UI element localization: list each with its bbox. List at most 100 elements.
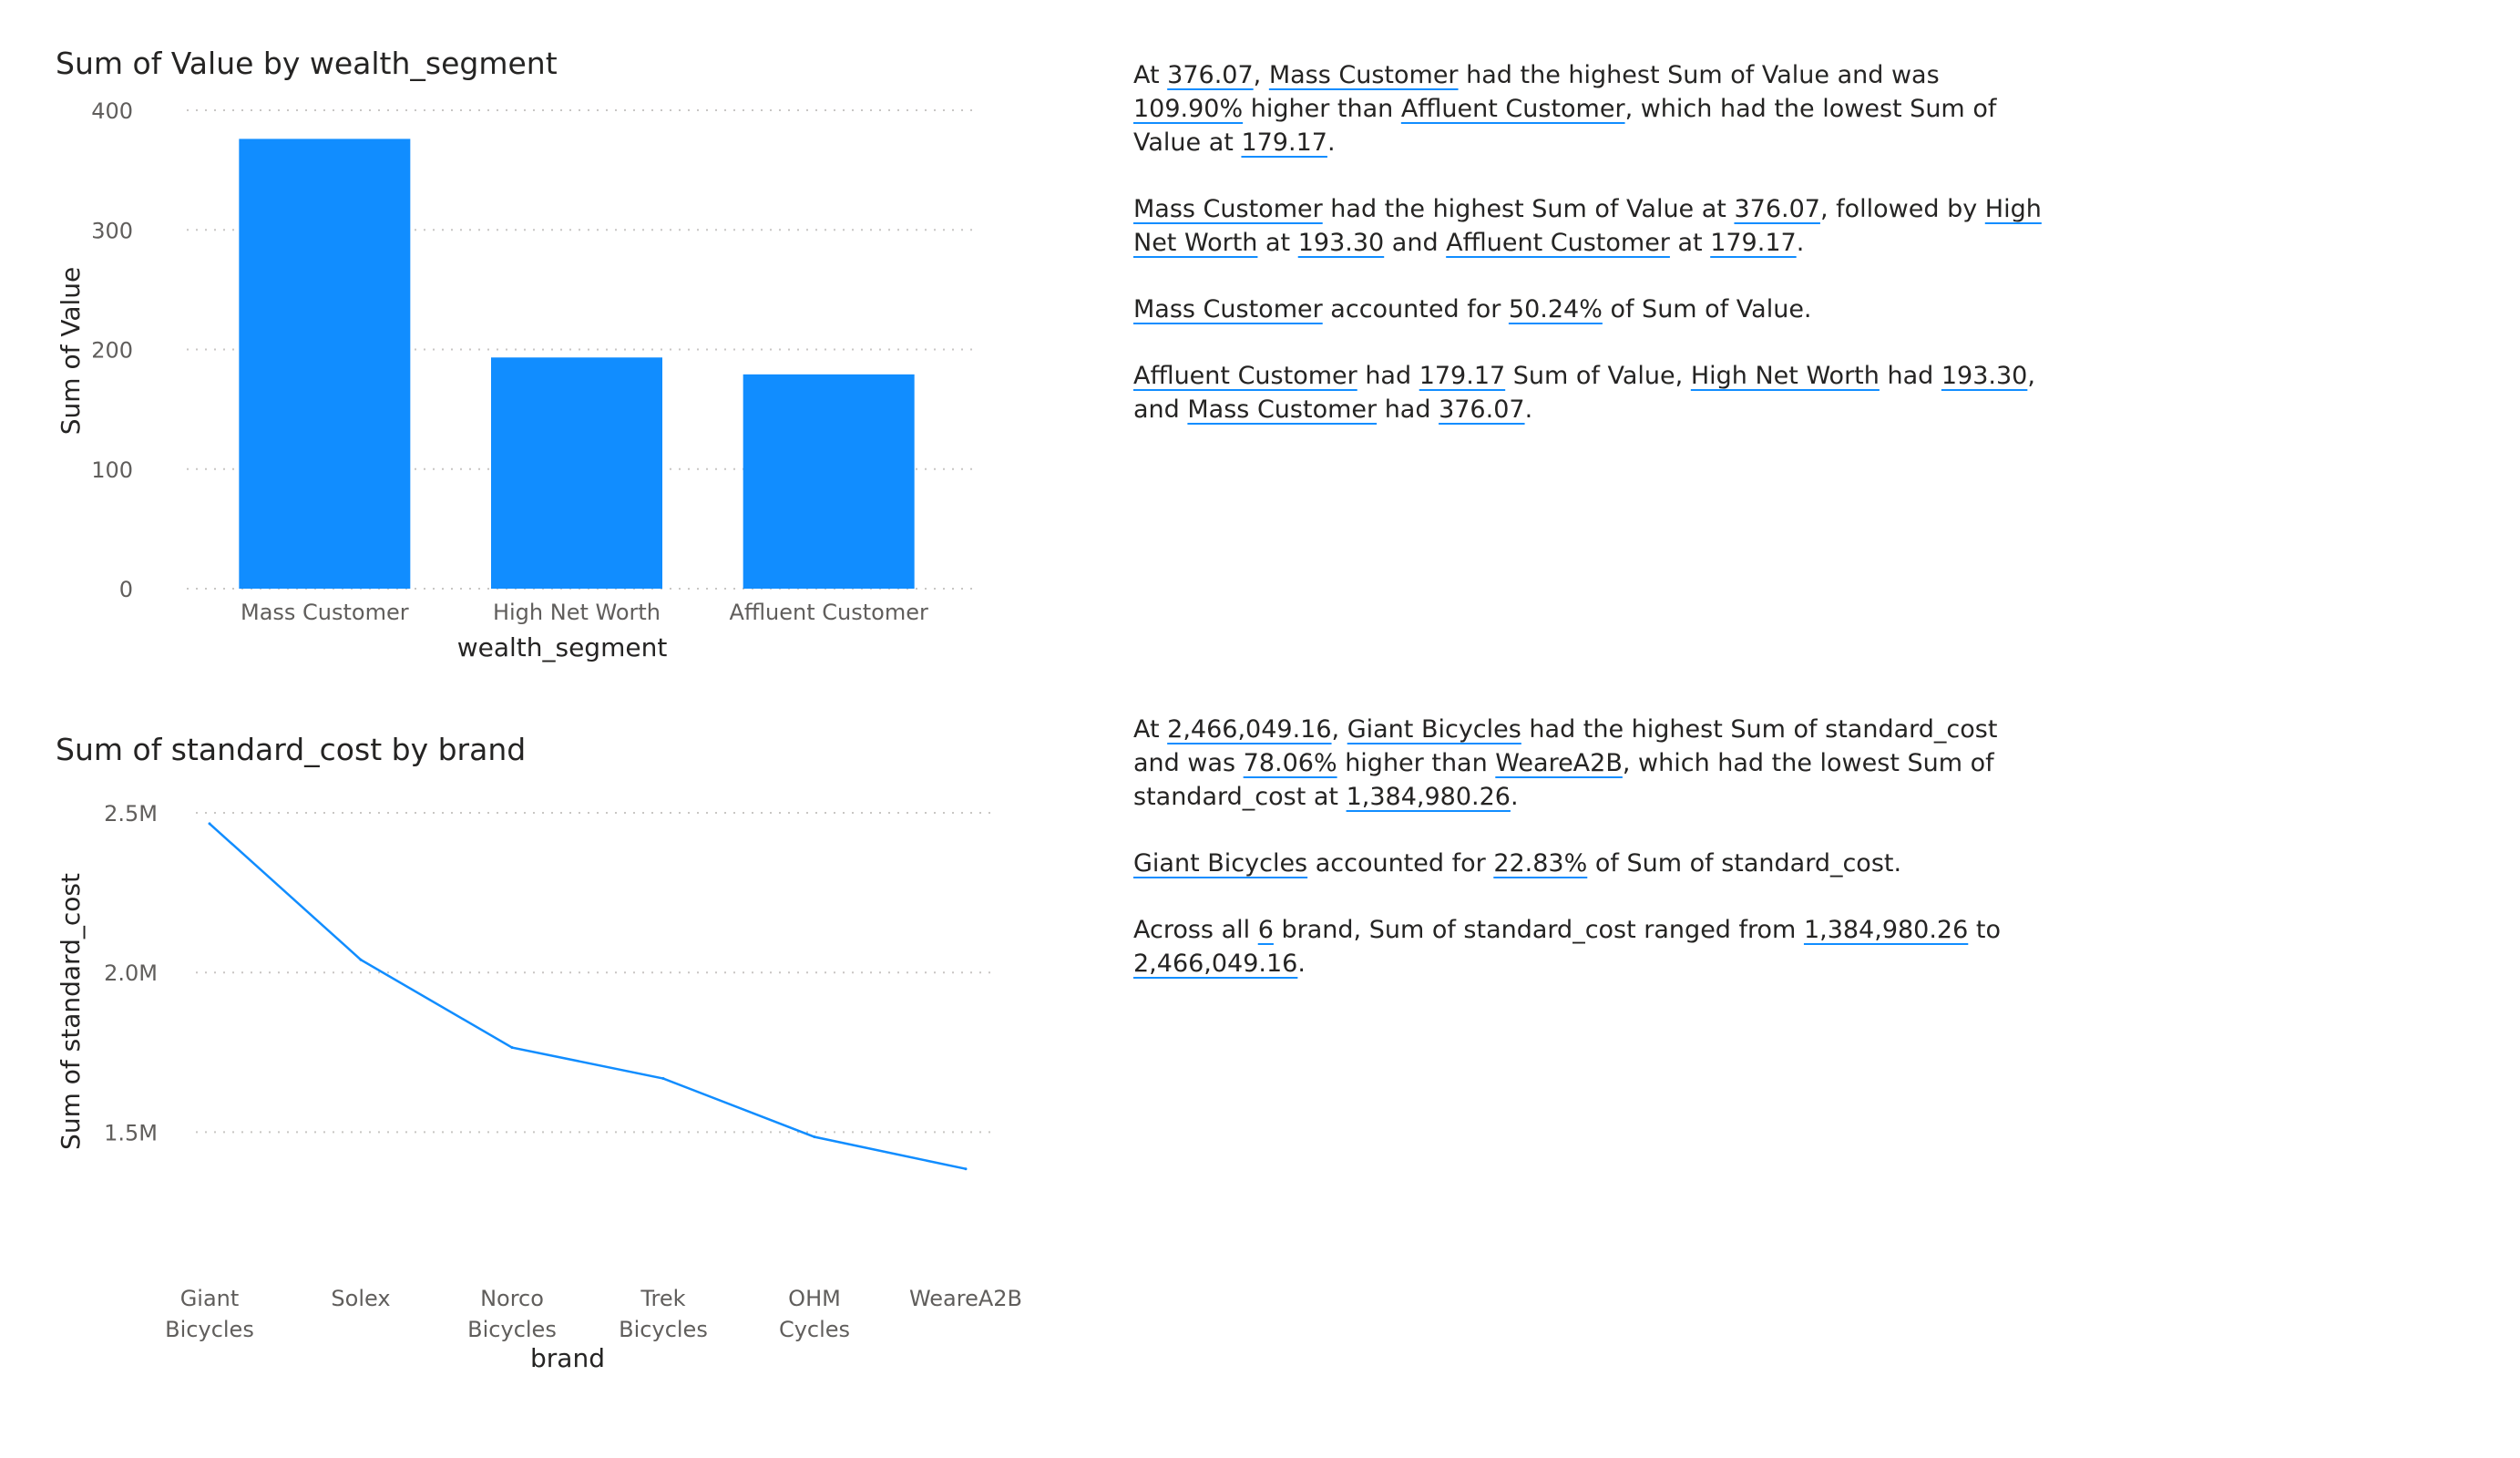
x-tick-label: Mass Customer: [241, 600, 409, 625]
line-point: [964, 1167, 968, 1171]
x-tick-label: High Net Worth: [493, 600, 661, 625]
narrative-text: of Sum of Value.: [1602, 295, 1812, 323]
narrative-text: , and: [1133, 362, 2035, 424]
line-chart-visual[interactable]: Sum of standard_cost by brand 1.5M 2.0M 2.…: [36, 724, 1048, 1417]
line-chart-svg: 1.5M 2.0M 2.5M Giant Bicycles Solex Norco Bicyc…: [56, 801, 1022, 1373]
narrative-text: , which had the lowest Sum of standard_c…: [1133, 749, 1994, 811]
narrative-text: and: [1384, 229, 1447, 257]
narrative-highlight-link[interactable]: Giant Bicycles: [1133, 849, 1308, 878]
narrative-highlight-link[interactable]: 50.24%: [1508, 295, 1603, 323]
narrative-text: Across all: [1133, 916, 1258, 944]
narrative-highlight-link[interactable]: 1,384,980.26: [1346, 783, 1511, 811]
line-point: [510, 1046, 514, 1050]
x-tick-label: OHM Cycles: [779, 1286, 850, 1342]
narrative-highlight-link[interactable]: 376.07: [1439, 395, 1525, 424]
line-point: [661, 1077, 665, 1081]
x-tick-label: Trek Bicycles: [619, 1286, 708, 1342]
y-tick-label: 400: [91, 98, 133, 124]
x-tick-label: Solex: [331, 1286, 390, 1311]
narrative-paragraph: Affluent Customer had 179.17 Sum of Valu…: [1133, 359, 2044, 426]
x-tick-label: Affluent Customer: [729, 600, 928, 625]
narrative-text: at: [1669, 229, 1711, 257]
narrative-highlight-link[interactable]: 22.83%: [1493, 849, 1588, 878]
narrative-text: Sum of Value,: [1505, 362, 1691, 390]
narrative-text: had: [1357, 362, 1419, 390]
y-axis-title: Sum of Value: [56, 267, 86, 435]
y-tick-label: 300: [91, 218, 133, 243]
narrative-highlight-link[interactable]: WeareA2B: [1495, 749, 1623, 777]
narrative-highlight-link[interactable]: Affluent Customer: [1133, 362, 1357, 390]
narrative-highlight-link[interactable]: 1,384,980.26: [1803, 916, 1969, 944]
narrative-highlight-link[interactable]: 179.17: [1241, 128, 1327, 157]
bar: [491, 357, 662, 589]
narrative-text: higher than: [1243, 95, 1401, 123]
narrative-text: accounted for: [1322, 295, 1509, 323]
narrative-paragraph: Mass Customer had the highest Sum of Val…: [1133, 192, 2044, 260]
y-tick-label: 200: [91, 338, 133, 364]
bar: [743, 374, 915, 589]
narrative-highlight-link[interactable]: 179.17: [1710, 229, 1797, 257]
line-chart-title: Sum of standard_cost by brand: [56, 732, 527, 767]
narrative-paragraph: At 2,466,049.16, Giant Bicycles had the …: [1133, 713, 2044, 814]
narrative-paragraph: At 376.07, Mass Customer had the highest…: [1133, 58, 2044, 159]
narrative-highlight-link[interactable]: 6: [1257, 916, 1274, 944]
line-point: [359, 958, 363, 961]
y-tick-label: 2.5M: [104, 801, 158, 827]
narrative-highlight-link[interactable]: Affluent Customer: [1400, 95, 1625, 123]
narrative-text: .: [1327, 128, 1336, 157]
x-axis-title: brand: [530, 1343, 605, 1373]
y-axis-title: Sum of standard_cost: [56, 873, 86, 1150]
narrative-text: .: [1524, 395, 1533, 424]
x-tick-label: WeareA2B: [909, 1286, 1022, 1311]
narrative-highlight-link[interactable]: 376.07: [1167, 61, 1254, 89]
bar: [239, 139, 411, 589]
narrative-text: had: [1879, 362, 1941, 390]
narrative-highlight-link[interactable]: Mass Customer: [1133, 295, 1323, 323]
narrative-text: higher than: [1337, 749, 1496, 777]
narrative-text: , which had the lowest Sum of Value at: [1133, 95, 1997, 157]
narrative-highlight-link[interactable]: Mass Customer: [1268, 61, 1459, 89]
narrative-highlight-link[interactable]: 376.07: [1734, 195, 1820, 223]
narrative-highlight-link[interactable]: 179.17: [1419, 362, 1506, 390]
narrative-highlight-link[interactable]: 193.30: [1941, 362, 2028, 390]
y-tick-label: 0: [119, 577, 133, 602]
narrative-text: accounted for: [1307, 849, 1494, 878]
y-tick-label: 2.0M: [104, 960, 158, 986]
line-point: [208, 822, 211, 826]
narrative-highlight-link[interactable]: 109.90%: [1133, 95, 1244, 123]
narrative-highlight-link[interactable]: High Net Worth: [1133, 195, 2042, 257]
narrative-highlight-link[interactable]: Affluent Customer: [1446, 229, 1670, 257]
narrative-text: to: [1968, 916, 2001, 944]
narrative-paragraph: Giant Bicycles accounted for 22.83% of S…: [1133, 847, 2044, 880]
narrative-text: of Sum of standard_cost.: [1587, 849, 1902, 878]
narrative-highlight-link[interactable]: 2,466,049.16: [1133, 950, 1298, 978]
narrative-text: at: [1257, 229, 1298, 257]
bar-chart-visual[interactable]: Sum of Value by wealth_segment 0 100 200 30…: [36, 36, 1048, 674]
bar-chart-svg: 0 100 200 300 400 Mass Customer High Net Worth…: [56, 98, 975, 662]
narrative-text: had the highest Sum of Value at: [1322, 195, 1735, 223]
narrative-highlight-link[interactable]: Mass Customer: [1187, 395, 1378, 424]
narrative-text: , followed by: [1819, 195, 1985, 223]
narrative-paragraph: Mass Customer accounted for 50.24% of Su…: [1133, 293, 2044, 326]
x-tick-label: Norco Bicycles: [467, 1286, 557, 1342]
narrative-paragraph: Across all 6 brand, Sum of standard_cost…: [1133, 913, 2044, 981]
narrative-highlight-link[interactable]: High Net Worth: [1690, 362, 1880, 390]
narrative-text: At: [1133, 715, 1168, 744]
narrative-highlight-link[interactable]: Mass Customer: [1133, 195, 1323, 223]
narrative-text: had the highest Sum of Value and was: [1458, 61, 1940, 89]
narrative-highlight-link[interactable]: 2,466,049.16: [1167, 715, 1332, 744]
narrative-highlight-link[interactable]: 193.30: [1297, 229, 1385, 257]
narrative-standard-cost: At 2,466,049.16, Giant Bicycles had the …: [1133, 713, 2044, 1013]
y-tick-label: 1.5M: [104, 1120, 158, 1145]
x-tick-label: Giant Bicycles: [165, 1286, 254, 1342]
bar-chart-title: Sum of Value by wealth_segment: [56, 46, 558, 81]
narrative-highlight-link[interactable]: 78.06%: [1243, 749, 1337, 777]
narrative-text: brand, Sum of standard_cost ranged from: [1273, 916, 1804, 944]
line-point: [813, 1135, 816, 1139]
narrative-highlight-link[interactable]: Giant Bicycles: [1347, 715, 1521, 744]
narrative-value: At 376.07, Mass Customer had the highest…: [1133, 58, 2044, 459]
y-tick-label: 100: [91, 457, 133, 483]
narrative-text: .: [1297, 950, 1306, 978]
narrative-text: ,: [1331, 715, 1347, 744]
narrative-text: At: [1133, 61, 1168, 89]
